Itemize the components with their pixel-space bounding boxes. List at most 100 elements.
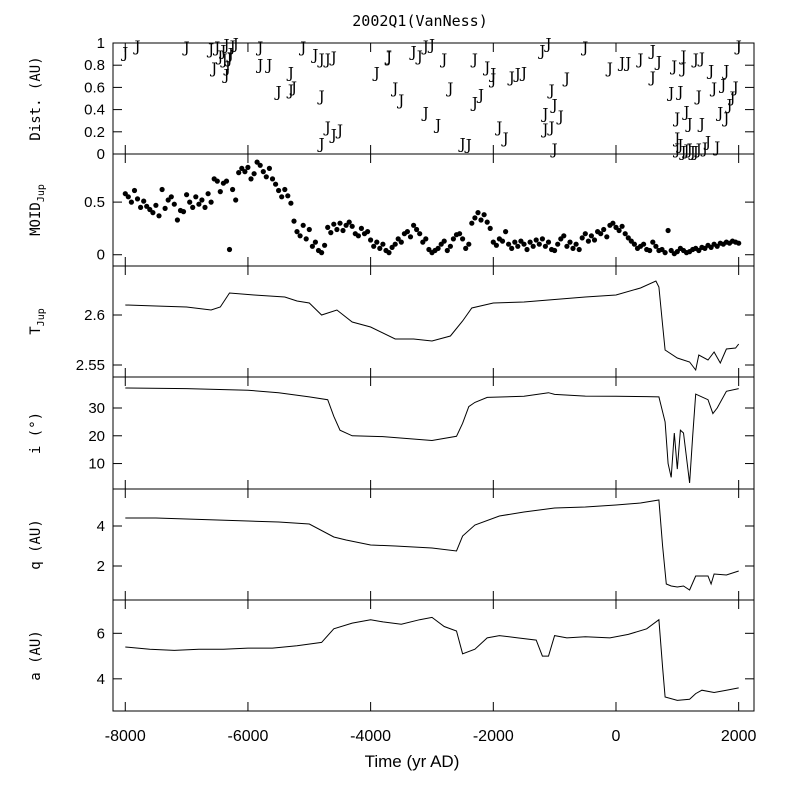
data-point bbox=[230, 186, 236, 193]
encounter-marker: J bbox=[488, 65, 496, 83]
data-point bbox=[386, 250, 392, 256]
y-axis-label: TJup bbox=[28, 308, 47, 335]
data-point bbox=[509, 245, 515, 251]
encounter-marker: J bbox=[501, 130, 509, 148]
encounter-marker: J bbox=[415, 47, 423, 65]
data-point bbox=[487, 225, 493, 231]
encounter-marker: J bbox=[427, 36, 435, 54]
encounter-marker: J bbox=[464, 136, 472, 154]
data-point bbox=[619, 223, 625, 229]
data-point bbox=[125, 194, 131, 200]
encounter-marker: J bbox=[562, 70, 570, 88]
encounter-marker: J bbox=[706, 62, 714, 80]
data-point bbox=[266, 165, 272, 171]
data-point bbox=[236, 170, 242, 176]
data-point bbox=[276, 187, 282, 194]
encounter-marker: J bbox=[697, 115, 705, 133]
encounter-marker: J bbox=[274, 83, 282, 101]
y-axis-label-subscript: Jup bbox=[36, 308, 47, 326]
encounter-marker: J bbox=[678, 60, 686, 78]
encounter-marker: J bbox=[718, 76, 726, 94]
encounter-marker: J bbox=[724, 96, 732, 114]
y-tick-label: 0.5 bbox=[84, 194, 105, 211]
panel-moid: 0.5 0 MOIDJup bbox=[28, 153, 755, 267]
y-tick-label: 0 bbox=[97, 146, 105, 163]
encounter-marker: J bbox=[672, 130, 680, 148]
data-point bbox=[328, 230, 334, 236]
encounter-marker: J bbox=[675, 83, 683, 101]
data-point bbox=[536, 241, 542, 247]
data-point bbox=[631, 241, 638, 247]
data-point bbox=[180, 209, 187, 215]
data-point bbox=[269, 176, 276, 182]
y-tick-label: 6 bbox=[97, 625, 105, 642]
data-point bbox=[291, 218, 297, 224]
y-axis-label: i (°) bbox=[28, 412, 44, 454]
data-point bbox=[435, 245, 441, 251]
data-point bbox=[610, 220, 616, 226]
encounter-marker: J bbox=[323, 51, 331, 69]
encounter-marker: J bbox=[678, 47, 686, 65]
data-point bbox=[662, 250, 668, 256]
data-point bbox=[260, 169, 266, 175]
x-axis-label: Time (yr AD) bbox=[365, 752, 460, 771]
data-point bbox=[395, 236, 401, 242]
data-point bbox=[162, 205, 168, 211]
encounter-marker: J bbox=[488, 71, 496, 89]
panel-incl: 30 20 10 i (°) bbox=[28, 376, 755, 490]
panel-frame bbox=[112, 265, 755, 378]
data-point bbox=[533, 237, 539, 243]
y-tick-label: 0.6 bbox=[84, 79, 105, 96]
encounter-marker: J bbox=[623, 54, 631, 72]
encounter-marker: J bbox=[605, 60, 613, 78]
encounter-marker: J bbox=[700, 139, 708, 157]
x-tick-label: -4000 bbox=[350, 728, 391, 745]
encounter-marker: J bbox=[317, 87, 325, 105]
data-point bbox=[460, 236, 466, 242]
data-point bbox=[423, 236, 429, 242]
data-point bbox=[524, 246, 530, 253]
data-point bbox=[591, 237, 598, 243]
data-point bbox=[392, 241, 398, 247]
encounter-marker: J bbox=[697, 50, 705, 68]
panel-frame bbox=[112, 376, 755, 490]
encounter-marker: J bbox=[494, 118, 502, 136]
data-point bbox=[653, 243, 659, 249]
data-point bbox=[349, 223, 355, 229]
data-point bbox=[303, 236, 309, 242]
encounter-marker: J bbox=[543, 35, 551, 53]
data-point bbox=[552, 247, 558, 254]
data-point bbox=[187, 199, 193, 205]
encounter-marker: J bbox=[439, 51, 447, 69]
data-point bbox=[407, 234, 414, 240]
data-point bbox=[300, 222, 306, 228]
data-point bbox=[490, 239, 496, 245]
y-axis-label-subscript: Jup bbox=[36, 184, 47, 202]
data-point bbox=[650, 239, 656, 245]
encounter-marker: J bbox=[669, 57, 677, 75]
encounter-marker: J bbox=[409, 43, 417, 61]
encounter-marker: J bbox=[226, 45, 234, 63]
encounter-marker: J bbox=[476, 86, 484, 104]
y-axis-label: q (AU) bbox=[28, 519, 44, 570]
encounter-marker: J bbox=[323, 118, 331, 136]
data-point bbox=[325, 224, 331, 230]
data-point bbox=[515, 243, 521, 249]
data-point bbox=[499, 238, 506, 244]
data-point bbox=[404, 229, 410, 235]
encounter-marker: J bbox=[703, 133, 711, 151]
encounter-marker: J bbox=[390, 80, 398, 98]
encounter-marker: J bbox=[228, 37, 236, 55]
data-point bbox=[355, 233, 361, 239]
data-point bbox=[641, 241, 647, 247]
data-point bbox=[588, 233, 595, 239]
x-tick-label: 2000 bbox=[721, 728, 757, 745]
data-point bbox=[322, 242, 328, 248]
encounter-marker: J bbox=[712, 138, 720, 156]
encounter-marker: J bbox=[470, 94, 478, 112]
data-point bbox=[254, 159, 260, 165]
data-point bbox=[245, 164, 251, 170]
data-point bbox=[334, 226, 340, 233]
data-point bbox=[622, 231, 628, 237]
y-tick-label: 0.2 bbox=[84, 124, 105, 141]
